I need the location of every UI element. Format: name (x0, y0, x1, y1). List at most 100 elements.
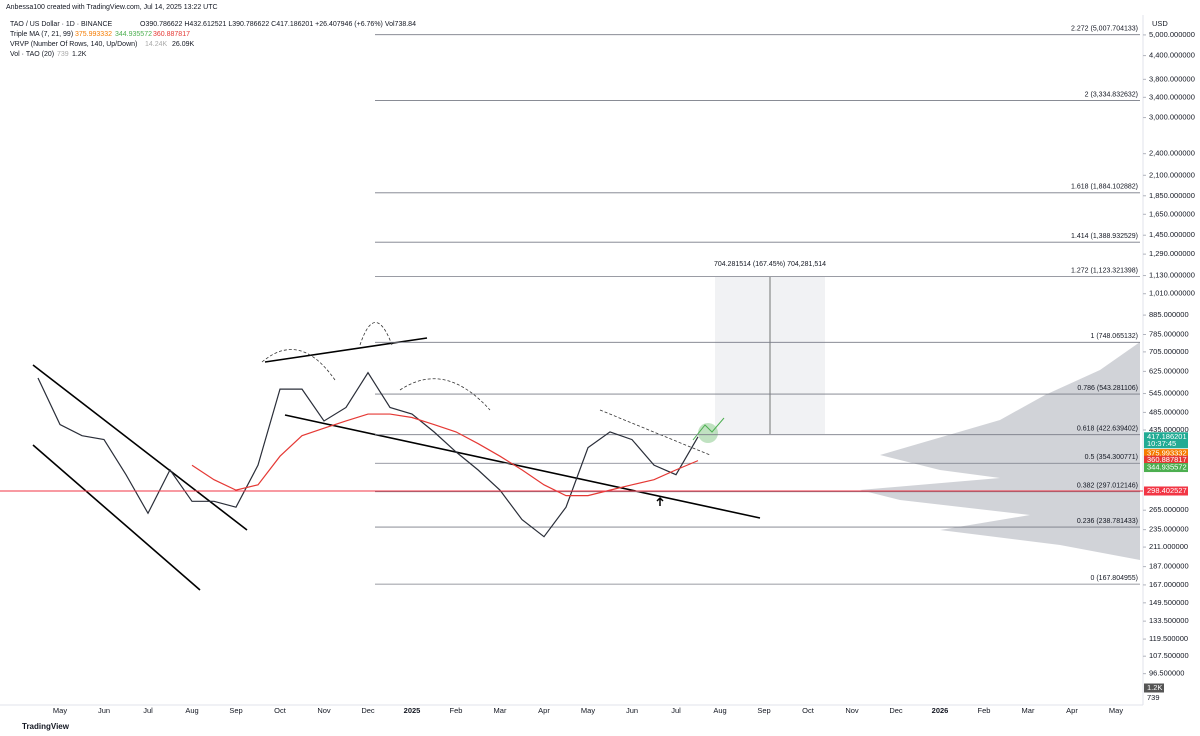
vrvp-value: 26.09K (172, 41, 195, 48)
y-tick-label: 4,400.000000 (1149, 51, 1195, 60)
support (284, 414, 761, 519)
x-tick-label: Feb (450, 706, 463, 715)
x-tick-label: Nov (845, 706, 859, 715)
measure-label: 704.281514 (167.45%) 704,281,514 (714, 261, 826, 268)
ma-value: 360.887817 (153, 31, 190, 38)
x-tick-label: Dec (361, 706, 375, 715)
price-badge-label: 360.887817 (1147, 455, 1187, 464)
price-badge (1144, 455, 1188, 465)
y-tick-label: 3,000.000000 (1149, 113, 1195, 122)
vol-value: 1.2K (72, 51, 87, 58)
x-tick-label: 2026 (932, 706, 949, 715)
y-tick-label: 187.000000 (1149, 562, 1189, 571)
x-tick-label: Jun (98, 706, 110, 715)
vol-value: 739 (57, 51, 69, 58)
projection (692, 417, 725, 441)
author: Anbessa100 created with TradingView.com,… (6, 4, 218, 11)
y-tick-label: 96.500000 (1149, 669, 1184, 678)
currency: USD (1152, 19, 1168, 28)
y-tick-label: 1,650.000000 (1149, 209, 1195, 218)
x-tick-label: Sep (757, 706, 770, 715)
y-tick-label: 705.000000 (1149, 347, 1189, 356)
volume-badge (1144, 683, 1164, 693)
y-tick-label: 1,850.000000 (1149, 191, 1195, 200)
y-tick-label: 149.500000 (1149, 598, 1189, 607)
fib-label: 1.272 (1,123.321398) (1071, 267, 1138, 274)
volume-badge-label: 1.2K (1147, 683, 1162, 692)
y-tick-label: 2,100.000000 (1149, 170, 1195, 179)
x-tick-label: Dec (889, 706, 903, 715)
x-tick-label: May (581, 706, 595, 715)
fib-label: 0.236 (238.781433) (1077, 518, 1138, 525)
symbol: TAO / US Dollar · 1D · BINANCE (10, 21, 112, 28)
y-tick-label: 3,400.000000 (1149, 92, 1195, 101)
x-tick-label: 2025 (404, 706, 421, 715)
y-tick-label: 1,450.000000 (1149, 230, 1195, 239)
price-badge (1144, 432, 1188, 449)
y-tick-label: 107.500000 (1149, 651, 1189, 660)
x-tick-label: May (1109, 706, 1123, 715)
fib-label: 0.786 (543.281106) (1077, 385, 1138, 392)
y-tick-label: 485.000000 (1149, 407, 1189, 416)
price-badge-sub: 10:37:45 (1147, 439, 1176, 448)
footer: TradingView (22, 722, 70, 731)
x-tick-label: Aug (185, 706, 198, 715)
channel-top (32, 364, 248, 531)
y-tick-label: 885.000000 (1149, 310, 1189, 319)
price-badge (1144, 486, 1188, 496)
price-line (37, 371, 699, 538)
volume-profile (860, 342, 1140, 560)
ma: Triple MA (7, 21, 99) (10, 31, 73, 38)
price-line (191, 413, 699, 497)
y-tick-label: 1,010.000000 (1149, 289, 1195, 298)
y-tick-label: 211.000000 (1149, 542, 1188, 551)
y-tick-label: 435.000000 (1149, 425, 1189, 434)
y-tick-label: 785.000000 (1149, 329, 1189, 338)
price-badge-label: 298.402527 (1147, 486, 1187, 495)
fib-label: 2.272 (5,007.704133) (1071, 26, 1138, 33)
x-tick-label: Mar (494, 706, 507, 715)
x-tick-label: Jul (671, 706, 681, 715)
x-tick-label: May (53, 706, 67, 715)
x-tick-label: Aug (713, 706, 726, 715)
fib-label: 2 (3,334.832632) (1085, 91, 1138, 98)
volume-badge (1144, 693, 1164, 703)
price-badge (1144, 449, 1188, 459)
y-tick-label: 133.500000 (1149, 616, 1189, 625)
arc (399, 378, 491, 411)
vol: Vol · TAO (20) (10, 51, 54, 58)
x-tick-label: Oct (274, 706, 287, 715)
arc (261, 349, 336, 381)
arcs (261, 322, 711, 456)
fib-label: 0.382 (297.012146) (1077, 483, 1138, 490)
x-tick-label: Apr (538, 706, 550, 715)
x-tick-label: Sep (229, 706, 242, 715)
price-badge (1144, 463, 1188, 473)
y-tick-label: 5,000.000000 (1149, 30, 1195, 39)
y-tick-label: 167.000000 (1149, 580, 1189, 589)
x-tick-label: Oct (802, 706, 815, 715)
fib-label: 0.618 (422.639402) (1077, 426, 1138, 433)
fib-label: 0 (167.804955) (1091, 575, 1138, 582)
fib-label: 1.618 (1,884.102882) (1071, 184, 1138, 191)
x-tick-label: Feb (978, 706, 991, 715)
target-circle (698, 423, 718, 443)
fib-label: 0.5 (354.300771) (1085, 454, 1138, 461)
price-badge-label: 344.935572 (1147, 463, 1187, 472)
y-tick-label: 235.000000 (1149, 525, 1189, 534)
fib-label: 1 (748.065132) (1091, 333, 1138, 340)
channel-bottom (32, 444, 201, 591)
x-tick-label: Jul (143, 706, 153, 715)
ma-value: 344.935572 (115, 31, 152, 38)
y-tick-label: 625.000000 (1149, 366, 1189, 375)
vrvp-value: 14.24K (145, 41, 168, 48)
x-tick-label: Mar (1022, 706, 1035, 715)
arrow (656, 496, 664, 506)
y-tick-label: 265.000000 (1149, 505, 1189, 514)
x-tick-label: Apr (1066, 706, 1078, 715)
x-tick-label: Nov (317, 706, 331, 715)
volume-badge-label: 739 (1147, 693, 1160, 702)
y-tick-label: 2,400.000000 (1149, 149, 1195, 158)
